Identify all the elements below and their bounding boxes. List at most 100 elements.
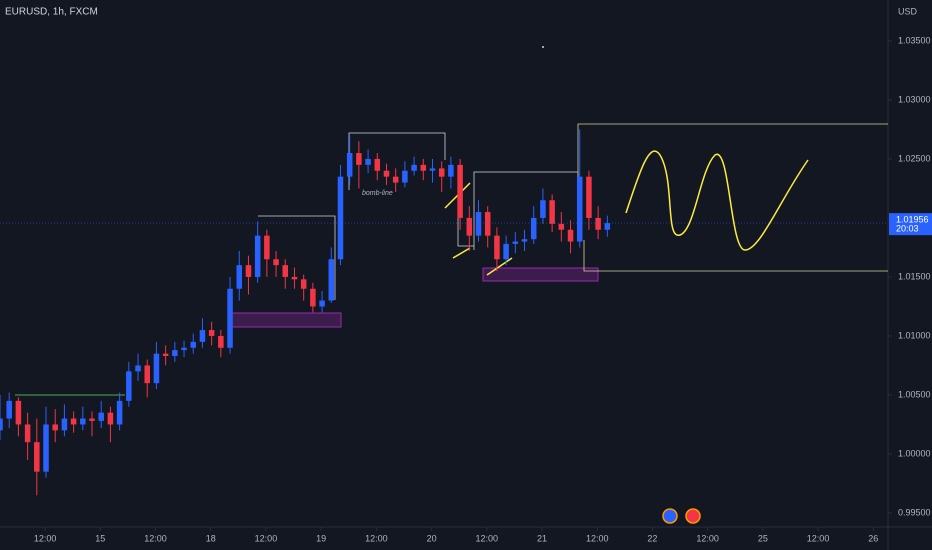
x-tick-label: 26 bbox=[868, 533, 878, 543]
candle-body bbox=[190, 341, 197, 348]
candle-body bbox=[172, 350, 178, 357]
candle-body bbox=[15, 400, 22, 425]
candle-body bbox=[392, 176, 399, 183]
candle-body bbox=[227, 288, 233, 348]
x-tick-label: 12:00 bbox=[144, 533, 167, 543]
candle-body bbox=[181, 347, 187, 351]
candle-body bbox=[356, 153, 362, 165]
x-tick-label: 12:00 bbox=[696, 533, 719, 543]
candle-body bbox=[162, 353, 169, 357]
x-tick-label: 12:00 bbox=[476, 533, 499, 543]
candle-body bbox=[512, 241, 519, 244]
candle-body bbox=[494, 235, 500, 260]
candle-body bbox=[402, 170, 408, 183]
y-tick-label: 1.01500 bbox=[898, 271, 931, 281]
candle-body bbox=[521, 239, 528, 242]
candle-body bbox=[365, 158, 371, 165]
candle-body bbox=[383, 170, 390, 177]
candle-body bbox=[144, 365, 150, 384]
countdown-label: 20:03 bbox=[896, 224, 919, 234]
y-tick-label: 1.00500 bbox=[898, 389, 931, 399]
candle-body bbox=[328, 259, 335, 301]
candle-body bbox=[34, 442, 40, 472]
candle-body bbox=[319, 300, 325, 307]
candle-body bbox=[208, 330, 215, 336]
projection-box bbox=[583, 240, 888, 272]
candle-body bbox=[282, 265, 289, 277]
candle-body bbox=[540, 200, 546, 218]
candle-body bbox=[346, 153, 353, 177]
candle-body bbox=[43, 424, 49, 472]
candle-body bbox=[429, 168, 436, 171]
x-tick-label: 19 bbox=[316, 533, 326, 543]
candle-body bbox=[89, 418, 95, 421]
x-tick-label: 21 bbox=[537, 533, 547, 543]
y-tick-label: 1.03500 bbox=[898, 35, 931, 45]
candle-body bbox=[466, 217, 473, 236]
candle-body bbox=[503, 243, 509, 260]
x-tick-label: 12:00 bbox=[34, 533, 57, 543]
last-price-tag bbox=[889, 213, 932, 236]
candle-body bbox=[80, 418, 86, 425]
candle-body bbox=[484, 212, 491, 236]
candle-body bbox=[153, 353, 160, 384]
candle-body bbox=[549, 200, 555, 224]
x-tick-label: 12:00 bbox=[365, 533, 388, 543]
candle-body bbox=[107, 412, 114, 425]
projection-curve bbox=[625, 150, 809, 251]
y-tick-label: 0.99500 bbox=[898, 507, 931, 517]
y-tick-label: 1.01000 bbox=[898, 330, 931, 340]
candle-body bbox=[0, 418, 3, 431]
candle-body bbox=[52, 424, 58, 431]
candle-body bbox=[374, 158, 381, 171]
candle-body bbox=[291, 276, 298, 280]
candle-body bbox=[411, 164, 417, 171]
candle-body bbox=[558, 223, 565, 230]
candle-body bbox=[254, 235, 261, 277]
annotation: bomb-line bbox=[362, 190, 393, 197]
candle-body bbox=[604, 223, 611, 230]
candle-body bbox=[273, 259, 279, 266]
candle-body bbox=[199, 330, 206, 342]
candle-body bbox=[98, 412, 104, 421]
x-tick-label: 25 bbox=[758, 533, 768, 543]
candle-body bbox=[448, 164, 454, 177]
range-line bbox=[258, 215, 336, 300]
candle-body bbox=[236, 265, 243, 289]
candle-body bbox=[576, 176, 583, 242]
candle-body bbox=[595, 217, 601, 230]
symbol-title: EURUSD, 1h, FXCM bbox=[5, 7, 98, 18]
candle-body bbox=[438, 168, 445, 177]
y-tick-label: 1.03000 bbox=[898, 94, 931, 104]
candle-body bbox=[300, 279, 307, 289]
candle-body bbox=[6, 400, 12, 419]
candle-body bbox=[420, 164, 427, 171]
candle-body bbox=[126, 371, 132, 401]
event-icon[interactable] bbox=[662, 508, 678, 524]
candle-body bbox=[310, 288, 316, 307]
candle-body bbox=[264, 235, 270, 260]
candle-body bbox=[457, 164, 463, 218]
x-tick-label: 12:00 bbox=[255, 533, 278, 543]
event-icon[interactable] bbox=[685, 508, 701, 524]
candle-body bbox=[567, 229, 574, 242]
zone-box bbox=[482, 267, 599, 282]
candle-body bbox=[245, 265, 252, 277]
candle-body bbox=[116, 400, 123, 425]
x-tick-label: 12:00 bbox=[807, 533, 830, 543]
candle-body bbox=[70, 418, 77, 425]
candle-body bbox=[475, 212, 482, 236]
candle-body bbox=[337, 176, 344, 260]
dot bbox=[542, 46, 544, 48]
candle-body bbox=[586, 176, 592, 218]
zone-box bbox=[229, 312, 342, 328]
x-tick-label: 22 bbox=[647, 533, 657, 543]
candle-body bbox=[530, 217, 537, 240]
trend-mark bbox=[452, 247, 471, 259]
candle-body bbox=[218, 335, 224, 348]
candle-body bbox=[135, 365, 141, 372]
trend-mark bbox=[486, 257, 513, 276]
